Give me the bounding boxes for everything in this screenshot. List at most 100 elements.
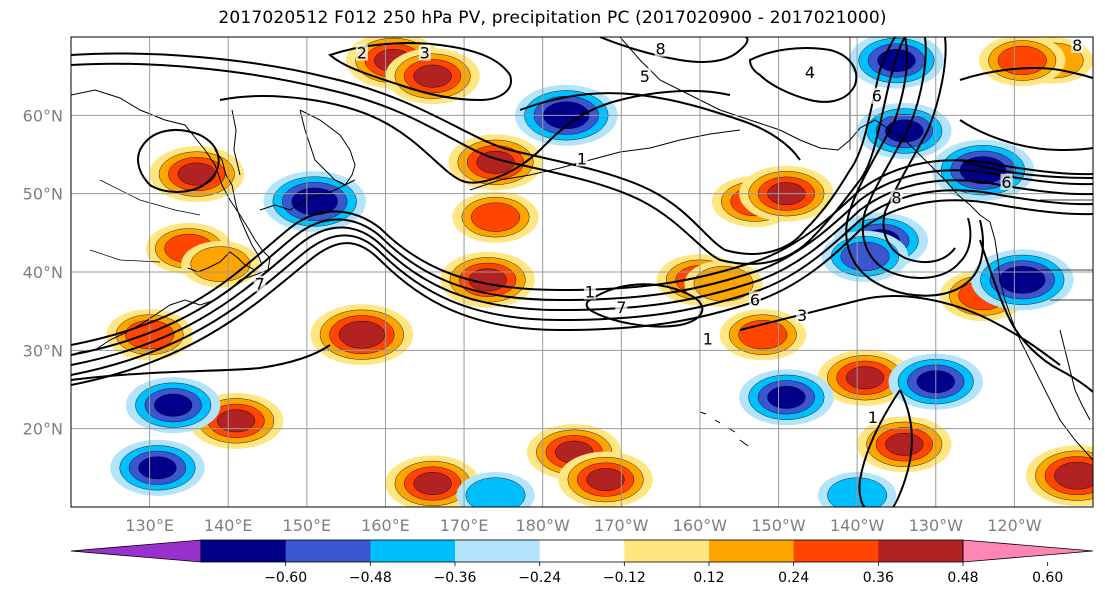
pv-contours (71, 37, 1093, 507)
contour-label-bg (654, 40, 667, 57)
contour-label: 8 (656, 40, 666, 59)
contour-label: 4 (805, 63, 815, 82)
contour-label: 7 (616, 298, 626, 317)
colorbar-tick-label: −0.24 (518, 570, 561, 586)
sakhalin-kuril-coastline (231, 109, 356, 211)
pv-contour-trough-east-3 (882, 37, 956, 264)
contour-label-bg (796, 307, 809, 323)
colorbar-min-extend (70, 539, 202, 563)
pv-contour-north-1 (328, 42, 512, 102)
alaska-coastline (619, 37, 991, 223)
colorbar-tick-label: 0.48 (947, 570, 978, 586)
lat-tick-label: 40°N (23, 263, 63, 282)
colorbar-segment (455, 540, 541, 562)
lat-tick-label: 60°N (23, 106, 63, 125)
contour-label: 8 (891, 189, 901, 208)
contour-label: 5 (640, 67, 650, 86)
pv-contour-pacific-loop (585, 283, 704, 328)
positive-precip-anomaly (216, 409, 256, 433)
contour-label-bg (748, 291, 761, 308)
positive-precip-anomaly (338, 320, 386, 349)
colorbar-tick-label: −0.36 (434, 570, 477, 586)
na-west-coastline (989, 221, 1093, 461)
contour-label-bg (418, 44, 431, 61)
baja-coastline (1059, 329, 1091, 421)
positive-precip-anomaly (413, 64, 452, 88)
contour-label-bg (701, 330, 714, 347)
lon-tick-label: 160°W (673, 516, 728, 535)
contour-label-bg (866, 408, 879, 425)
hawaii-islands (699, 411, 749, 447)
aleutians-coastline (469, 129, 741, 191)
lon-tick-label: 120°W (987, 516, 1042, 535)
colorbar-max-extend (962, 539, 1094, 563)
colorbar: −0.60 −0.48 −0.36 −0.24 −0.12 0.12 0.24 0.36 0.4… (70, 539, 1094, 586)
contour-label: 1 (577, 149, 587, 168)
precipitation-shading (106, 37, 1093, 507)
contour-label-bg (1071, 37, 1084, 53)
pv-contour-jet-4 (71, 169, 1093, 356)
contour-label: 1 (868, 408, 878, 427)
contour-label-bg (1000, 173, 1013, 190)
lat-tick-label: 30°N (23, 341, 63, 360)
lon-tick-label: 180°W (516, 516, 571, 535)
colorbar-tick-label: −0.12 (603, 570, 646, 586)
negative-precip-anomaly (138, 456, 177, 480)
pv-contour-ridge-3 (219, 89, 731, 184)
colorbar-segment (285, 540, 371, 562)
positive-precip-anomaly (476, 150, 515, 174)
negative-precip-anomaly (767, 385, 806, 409)
coastlines (71, 37, 1093, 461)
lon-tick-label: 130°E (125, 516, 174, 535)
pv-contour-jet-1 (71, 199, 1093, 386)
colorbar-tick-label: −0.48 (349, 570, 392, 586)
colorbar-tick-label: 0.12 (693, 570, 724, 586)
colorbar-segment (878, 540, 964, 562)
lat-tick-label: 20°N (23, 420, 63, 439)
pv-contour-north-3 (748, 47, 858, 103)
positive-precip-anomaly (190, 246, 251, 282)
negative-precip-anomaly (999, 266, 1046, 294)
contour-label: 2 (357, 44, 367, 63)
pv-contour-ne-2 (959, 119, 1093, 152)
lon-tick-label: 170°W (594, 516, 649, 535)
lon-tick-label: 140°E (204, 516, 253, 535)
positive-precip-anomaly (845, 366, 885, 390)
map-panel: 2 3 4 5 6 6 6 7 7 1 1 1 1 3 8 8 8 20°N 30°N 40°N 50°N 60°N 13… (23, 36, 1094, 535)
positive-precip-anomaly (586, 468, 625, 491)
lat-tick-label: 50°N (23, 185, 63, 204)
lon-tick-label: 150°W (751, 516, 806, 535)
contour-label: 3 (420, 44, 430, 63)
colorbar-segment (709, 540, 795, 562)
pv-contour-trough-east-2 (861, 37, 972, 279)
colorbar-segment (793, 540, 879, 562)
pv-contour-trough-east-1 (845, 37, 984, 297)
lon-tick-label: 170°E (440, 516, 489, 535)
lon-tick-label: 160°E (361, 516, 410, 535)
pv-contour-south-hook (858, 389, 913, 507)
colorbar-tick-label: 0.36 (863, 570, 894, 586)
contour-label-bg (890, 189, 903, 206)
pv-contour-ne-3 (959, 159, 1093, 179)
pv-contour-labels: 2 3 4 5 6 6 6 7 7 1 1 1 1 3 8 8 8 (253, 37, 1084, 427)
colorbar-segment (624, 540, 710, 562)
positive-precip-anomaly (177, 162, 216, 186)
positive-precip-anomaly (1054, 461, 1093, 490)
contour-label: 7 (255, 275, 265, 294)
contour-label-bg (803, 64, 816, 81)
political-borders (89, 37, 1093, 301)
lon-tick-label: 140°W (830, 516, 885, 535)
positive-precip-anomaly (885, 432, 924, 456)
negative-precip-anomaly (154, 393, 193, 417)
japan-coastline (187, 149, 263, 273)
contour-label-bg (615, 299, 628, 316)
contour-label-bg (355, 44, 368, 61)
pv-contour-sw-ridge (979, 239, 1093, 393)
contour-label: 1 (703, 330, 713, 349)
colorbar-tick-label: 0.24 (778, 570, 809, 586)
pv-contour-nw-loop (137, 129, 220, 193)
kamchatka-coastline (299, 109, 356, 186)
colorbar-tick-label: 0.60 (1032, 570, 1063, 586)
contour-label-bg (870, 87, 883, 104)
